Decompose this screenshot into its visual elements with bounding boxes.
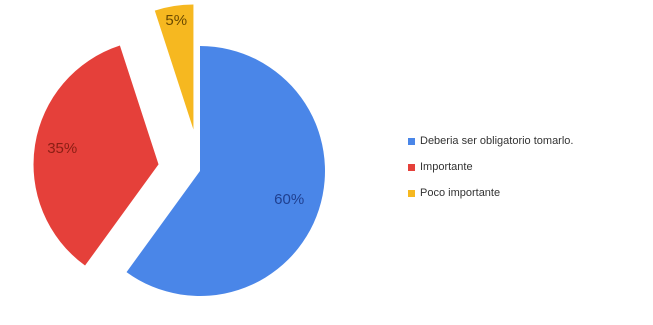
legend-label-obligatorio: Deberia ser obligatorio tomarlo.: [420, 135, 574, 147]
slice-poco-importante: [154, 4, 194, 130]
pie-value-labels: 60% 35% 5%: [47, 12, 304, 208]
legend-item-importante: Importante: [408, 154, 573, 180]
legend-label-poco-importante: Poco importante: [420, 187, 501, 199]
pie-slices: [33, 4, 325, 296]
legend-swatch-importante: [408, 163, 415, 171]
legend-swatch-poco-importante: [408, 189, 415, 197]
label-5: 5%: [165, 12, 187, 29]
slice-importante: [33, 45, 159, 266]
chart-legend: Deberia ser obligatorio tomarlo. Importa…: [408, 128, 573, 206]
slice-obligatorio: [126, 46, 325, 296]
legend-label-importante: Importante: [420, 161, 473, 173]
legend-item-obligatorio: Deberia ser obligatorio tomarlo.: [408, 128, 573, 154]
label-60: 60%: [274, 191, 304, 208]
legend-item-poco-importante: Poco importante: [408, 180, 573, 206]
label-35: 35%: [47, 140, 77, 157]
legend-swatch-obligatorio: [408, 137, 415, 145]
